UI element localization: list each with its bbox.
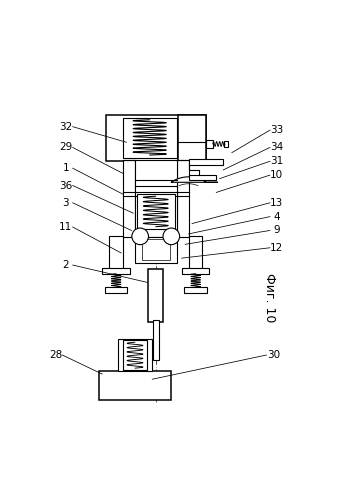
Text: 28: 28	[49, 350, 62, 360]
Bar	[105, 287, 127, 293]
Circle shape	[132, 228, 149, 245]
Bar	[135, 238, 176, 263]
Bar	[224, 141, 228, 147]
Bar	[135, 160, 176, 238]
Circle shape	[163, 228, 180, 245]
Bar	[185, 287, 207, 293]
Text: 32: 32	[59, 122, 72, 132]
Bar	[153, 320, 158, 360]
Text: 1: 1	[62, 163, 69, 173]
Bar	[109, 236, 123, 270]
Text: 29: 29	[59, 142, 72, 153]
Polygon shape	[171, 177, 218, 182]
Text: 31: 31	[270, 156, 283, 166]
Text: 11: 11	[59, 222, 72, 232]
Bar	[123, 340, 147, 370]
Text: 30: 30	[267, 350, 280, 360]
Text: 36: 36	[59, 181, 72, 191]
Bar	[182, 268, 209, 274]
Text: 4: 4	[274, 212, 280, 222]
Bar	[123, 118, 176, 158]
Bar	[102, 268, 130, 274]
Bar	[206, 140, 213, 148]
Text: 12: 12	[270, 243, 283, 253]
Text: Фиг. 10: Фиг. 10	[263, 273, 276, 323]
Text: 10: 10	[270, 170, 283, 180]
Text: 34: 34	[270, 142, 283, 153]
Bar	[189, 159, 223, 165]
Bar	[176, 160, 189, 238]
Bar	[118, 339, 152, 371]
Bar	[178, 115, 206, 161]
Bar	[99, 371, 171, 400]
Bar	[142, 239, 169, 260]
Polygon shape	[189, 175, 216, 180]
Text: 9: 9	[274, 226, 280, 236]
Bar	[148, 268, 163, 322]
Text: 2: 2	[62, 260, 69, 270]
Bar	[106, 115, 206, 161]
Text: 13: 13	[270, 198, 283, 208]
Text: 3: 3	[62, 198, 69, 208]
Bar	[137, 194, 175, 229]
Text: 33: 33	[270, 125, 283, 135]
Bar	[123, 160, 135, 238]
Bar	[189, 236, 203, 270]
